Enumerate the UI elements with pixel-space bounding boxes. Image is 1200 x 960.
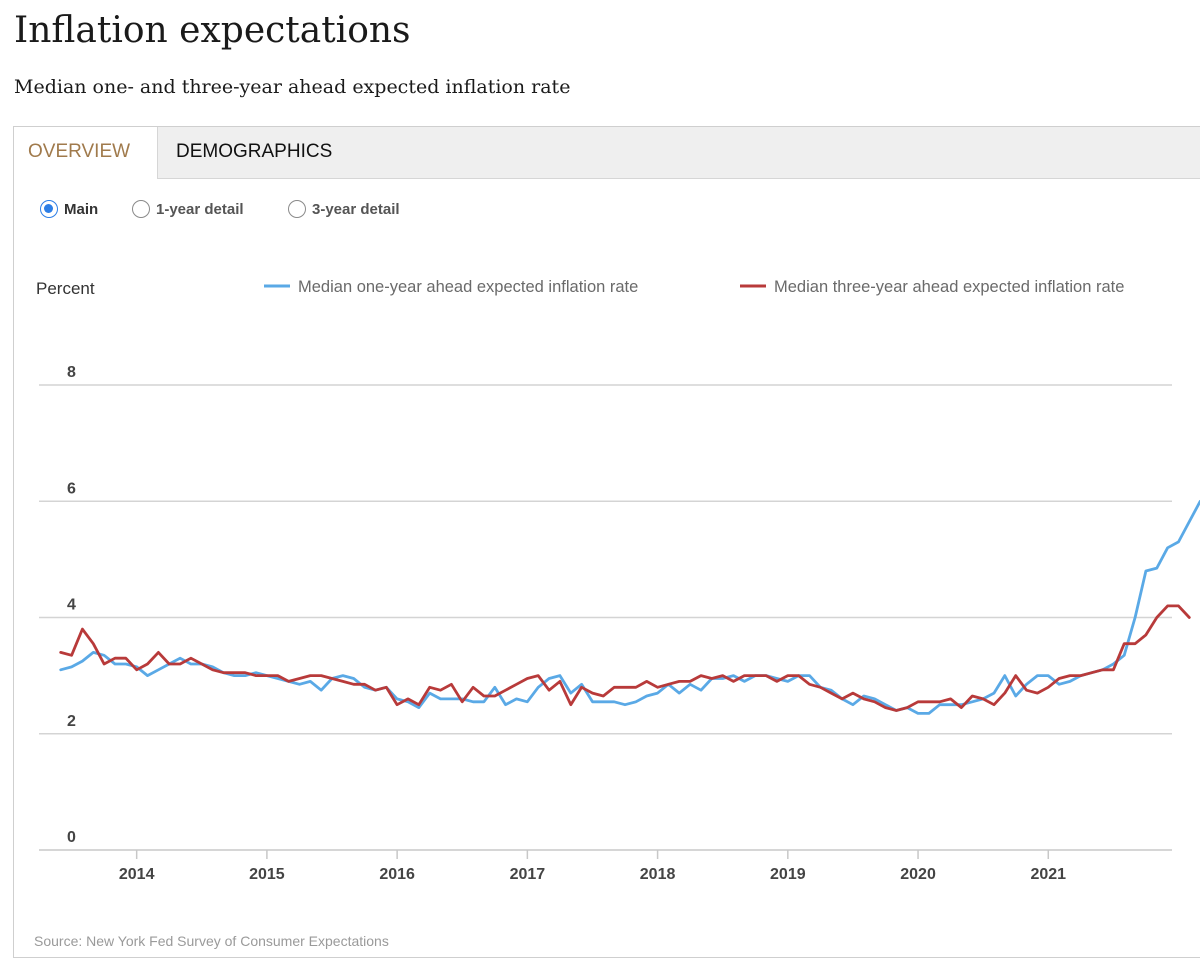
line-chart: Percent Median one-year ahead expected i… xyxy=(34,278,1200,949)
x-tick-label: 2015 xyxy=(249,866,285,883)
x-tick-label: 2018 xyxy=(640,866,676,883)
radio-3-year-detail-label: 3-year detail xyxy=(312,200,400,218)
radio-main[interactable]: Main xyxy=(40,197,98,221)
tab-demographics[interactable]: DEMOGRAPHICS xyxy=(176,141,333,162)
tab-overview[interactable]: OVERVIEW xyxy=(14,127,158,179)
x-tick-label: 2019 xyxy=(770,866,806,883)
y-tick-label: 4 xyxy=(67,597,76,614)
radio-unchecked-icon xyxy=(132,200,150,218)
x-tick-label: 2020 xyxy=(900,866,936,883)
y-tick-label: 0 xyxy=(67,829,76,846)
y-tick-label: 2 xyxy=(67,713,76,730)
x-tick-label: 2016 xyxy=(379,866,415,883)
x-tick-label: 2014 xyxy=(119,866,155,883)
y-tick-label: 6 xyxy=(67,480,76,497)
radio-1-year-detail[interactable]: 1-year detail xyxy=(132,197,244,221)
series-line-three-year[interactable] xyxy=(59,604,1191,712)
x-axis: 2014 2015 2016 2017 2018 2019 2020 2021 xyxy=(39,849,1172,883)
radio-checked-icon xyxy=(40,200,58,218)
series-lines xyxy=(59,499,1200,715)
tab-bar: OVERVIEW DEMOGRAPHICS xyxy=(14,127,1200,179)
page-subtitle: Median one- and three-year ahead expecte… xyxy=(14,76,571,98)
radio-unchecked-icon xyxy=(288,200,306,218)
legend-label-one-year[interactable]: Median one-year ahead expected inflation… xyxy=(298,278,638,296)
radio-1-year-detail-label: 1-year detail xyxy=(156,200,244,218)
gridlines xyxy=(39,384,1172,735)
y-axis-ticks: 0 2 4 6 8 xyxy=(67,364,76,846)
x-tick-label: 2017 xyxy=(510,866,546,883)
y-axis-label: Percent xyxy=(36,279,95,298)
source-note: Source: New York Fed Survey of Consumer … xyxy=(34,933,389,949)
y-tick-label: 8 xyxy=(67,364,76,381)
radio-3-year-detail[interactable]: 3-year detail xyxy=(288,197,400,221)
radio-main-label: Main xyxy=(64,200,99,218)
series-line-one-year[interactable] xyxy=(59,499,1200,715)
chart-legend: Median one-year ahead expected inflation… xyxy=(264,278,1124,296)
legend-label-three-year[interactable]: Median three-year ahead expected inflati… xyxy=(774,278,1124,296)
chart-panel: OVERVIEW DEMOGRAPHICS Main 1-year detail… xyxy=(13,126,1200,958)
page-title: Inflation expectations xyxy=(14,10,411,51)
x-tick-label: 2021 xyxy=(1030,866,1066,883)
